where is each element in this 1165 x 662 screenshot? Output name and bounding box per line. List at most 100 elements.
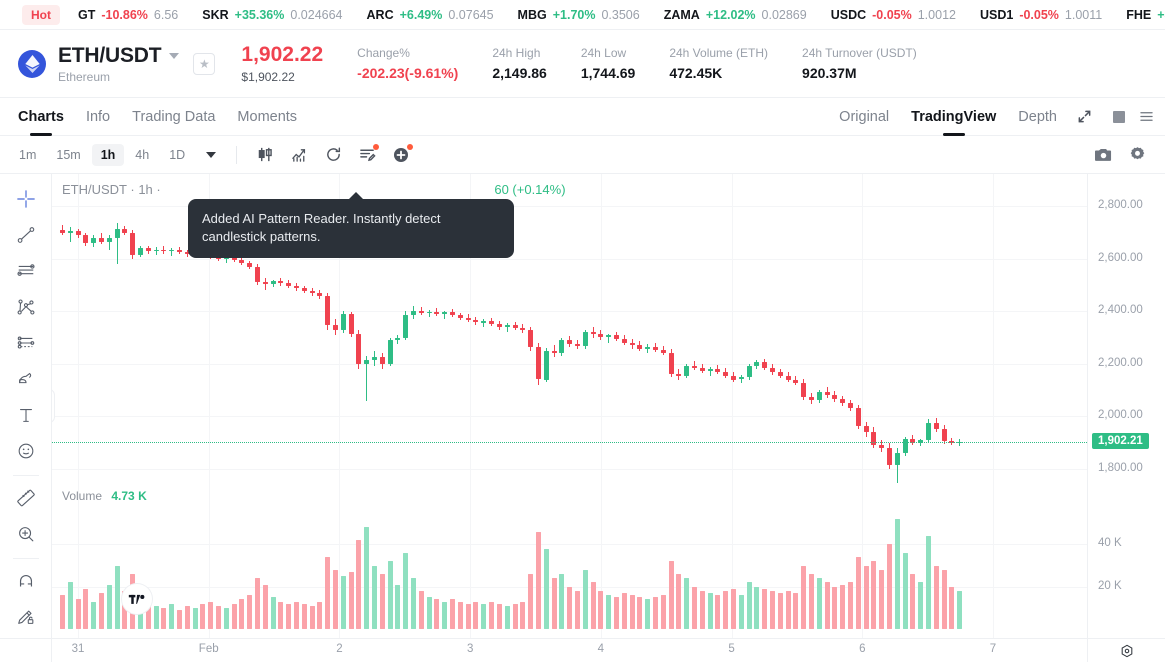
volume-bar [418, 590, 424, 629]
indicators-icon[interactable] [285, 141, 313, 169]
tradingview-logo-icon[interactable] [122, 584, 152, 614]
pair-name: ETH/USDT [58, 44, 180, 68]
volume-bar [309, 605, 315, 629]
volume-bar [957, 590, 963, 629]
ticker-price: 0.02869 [761, 7, 807, 22]
tab-moments[interactable]: Moments [237, 108, 298, 125]
tab-info[interactable]: Info [85, 108, 111, 125]
ticker-symbol: ZAMA [663, 7, 700, 22]
tab-charts[interactable]: Charts [18, 98, 64, 136]
trend-line-icon[interactable] [9, 218, 43, 252]
magnet-icon[interactable] [9, 564, 43, 598]
view-tab-depth[interactable]: Depth [1018, 108, 1057, 125]
camera-icon[interactable] [1089, 141, 1117, 169]
horizontal-lines-icon[interactable] [9, 254, 43, 288]
drawing-lock-icon[interactable] [9, 600, 43, 634]
chevron-down-icon[interactable] [169, 52, 180, 59]
volume-bar [184, 605, 190, 629]
time-tick: 3 [466, 643, 474, 655]
ticker-item[interactable]: FHE+33.17%0.12541 [1126, 8, 1165, 22]
chevron-down-icon[interactable] [206, 151, 217, 158]
candlestick-type-icon[interactable] [251, 141, 279, 169]
ticker-item[interactable]: SKR +35.36% 0.024664 [202, 8, 342, 22]
pair-selector[interactable]: ETH/USDT Ethereum [58, 44, 180, 84]
volume-bar [83, 588, 89, 629]
ticker-item[interactable]: ARC +6.49% 0.07645 [367, 8, 494, 22]
expand-icon[interactable] [1077, 109, 1092, 124]
volume-bar [691, 586, 697, 629]
timeframe-4h[interactable]: 4h [135, 147, 150, 162]
price-tick: 2,200.00 [1098, 356, 1143, 369]
volume-bar [847, 582, 853, 629]
measure-ruler-icon[interactable] [9, 481, 43, 515]
time-axis-labels[interactable]: 31 Feb 2 3 4 5 6 7 [52, 639, 1087, 662]
gridline [339, 174, 341, 638]
volume-bar [621, 593, 627, 629]
volume-bar [91, 601, 97, 629]
chart-legend-ohlc: 60 (+0.14%) [494, 182, 566, 197]
volume-bar [762, 588, 768, 629]
settings-gear-icon[interactable] [1123, 141, 1151, 169]
crosshair-icon[interactable] [9, 182, 43, 216]
volume-bar [411, 578, 417, 629]
market-ticker-bar[interactable]: Hot GT -10.86% 6.56 SKR +35.36% 0.024664 ARC +6… [0, 0, 1165, 30]
ticker-change: -10.86% [101, 7, 148, 22]
volume-bar [902, 552, 908, 629]
pitchfork-icon[interactable] [9, 290, 43, 324]
stat-value: 920.37M [802, 65, 857, 81]
timeframe-1m[interactable]: 1m [19, 147, 37, 162]
add-indicator-icon[interactable] [387, 141, 415, 169]
time-tick: 6 [859, 643, 866, 655]
volume-bar [99, 593, 104, 629]
square-icon[interactable] [1112, 110, 1126, 124]
volume-bar [177, 609, 183, 629]
ticker-change: +6.49% [399, 7, 443, 22]
ai-pattern-reader-tooltip[interactable]: Added AI Pattern Reader. Instantly detec… [188, 192, 514, 258]
view-tab-original[interactable]: Original [839, 108, 890, 125]
ticker-item[interactable]: MBG +1.70% 0.3506 [518, 8, 640, 22]
view-tab-tradingview[interactable]: TradingView [911, 98, 996, 136]
ticker-item[interactable]: GT -10.86% 6.56 [78, 8, 178, 22]
ticker-item[interactable]: ZAMA +12.02% 0.02869 [664, 8, 807, 22]
chart-plot[interactable]: ❮ ETH/USDT · 1h · 60 (+0.14%) Volume 4.7… [52, 174, 1087, 638]
ticker-item[interactable]: USDC -0.05% 1.0012 [831, 8, 956, 22]
tooltip-text: Added AI Pattern Reader. Instantly detec… [202, 211, 441, 245]
ticker-item[interactable]: USD1 -0.05% 1.0011 [980, 8, 1102, 22]
volume-bar [925, 535, 931, 629]
volume-bar [629, 595, 635, 629]
sidebar-collapse-handle[interactable]: ❮ [52, 389, 55, 423]
zoom-in-icon[interactable] [9, 517, 43, 551]
time-settings-icon[interactable] [1087, 639, 1165, 662]
ethereum-logo-icon [18, 49, 46, 78]
emoji-icon[interactable] [9, 434, 43, 468]
ticker-price: 0.024664 [290, 7, 343, 22]
gridline [470, 174, 472, 638]
volume-bar [879, 569, 885, 629]
gridline [731, 174, 733, 638]
volume-bar [239, 599, 245, 629]
gridline [52, 311, 1087, 313]
ticker-symbol: USD1 [979, 7, 1014, 22]
timeframe-15m[interactable]: 15m [56, 147, 81, 162]
text-tool-icon[interactable] [9, 398, 43, 432]
header-stat: 24h Volume (ETH) 472.45K [669, 46, 768, 81]
chart-view-switcher: Original TradingView Depth [817, 98, 1153, 136]
fib-retracement-icon[interactable] [9, 326, 43, 360]
timeframe-1D[interactable]: 1D [169, 147, 186, 162]
time-tick: 31 [71, 643, 85, 655]
brush-icon[interactable] [9, 362, 43, 396]
stat-label: 24h Volume (ETH) [669, 46, 769, 60]
menu-icon[interactable] [1140, 110, 1153, 123]
volume-bar [364, 527, 370, 629]
tab-trading-data[interactable]: Trading Data [132, 108, 216, 125]
price-axis[interactable]: 2,800.00 2,600.00 2,400.00 2,200.00 2,000.00… [1087, 174, 1165, 638]
ai-pattern-reader-icon[interactable] [353, 141, 381, 169]
volume-bar [676, 574, 682, 629]
volume-bar [559, 574, 565, 629]
refresh-icon[interactable] [319, 141, 347, 169]
favorite-star-button[interactable]: ★ [193, 52, 216, 75]
price-tick: 2,400.00 [1098, 304, 1143, 317]
stat-label: 24h Turnover (USDT) [802, 46, 917, 60]
volume-bar [192, 607, 198, 629]
timeframe-1h[interactable]: 1h [91, 143, 125, 166]
